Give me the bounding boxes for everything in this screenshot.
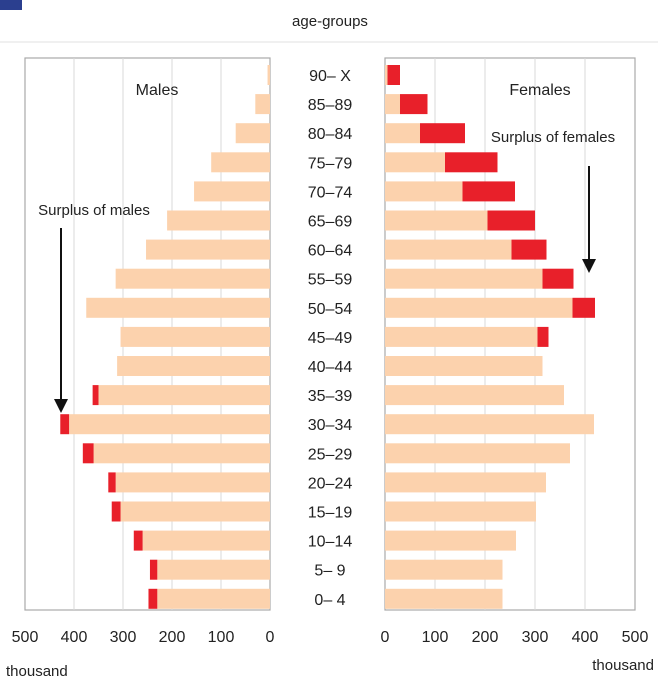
- females-surplus-bar: [420, 123, 465, 144]
- males-surplus-bar: [149, 559, 158, 580]
- females-bar: [385, 268, 543, 289]
- males-bar: [267, 65, 270, 85]
- females-bar: [385, 588, 503, 609]
- females-bar: [385, 559, 503, 580]
- females-surplus-bar: [487, 210, 535, 231]
- females-x-tick-label: 300: [522, 629, 549, 646]
- females-bar: [385, 501, 536, 522]
- females-bar: [385, 94, 400, 115]
- females-bar: [385, 443, 570, 464]
- age-group-label: 65–69: [308, 214, 353, 231]
- females-bar: [385, 385, 564, 406]
- females-surplus-bar: [462, 181, 515, 202]
- females-x-tick-label: 0: [381, 629, 390, 646]
- males-bar: [255, 94, 270, 115]
- females-surplus-bar: [542, 268, 574, 289]
- age-group-label: 85–89: [308, 97, 353, 114]
- males-bar: [167, 210, 270, 231]
- age-group-label: 55–59: [308, 272, 353, 289]
- center-axis-title: age-groups: [292, 13, 368, 30]
- females-x-tick-label: 200: [472, 629, 499, 646]
- males-panel-title: Males: [136, 82, 179, 99]
- females-bar: [385, 356, 543, 376]
- females-bar: [385, 239, 512, 260]
- age-group-label: 90– X: [309, 68, 351, 85]
- males-surplus-bar: [148, 588, 158, 609]
- females-panel-title: Females: [509, 82, 570, 99]
- age-group-label: 5– 9: [314, 563, 345, 580]
- females-x-tick-label: 100: [422, 629, 449, 646]
- females-surplus-bar: [400, 94, 428, 115]
- age-group-label: 45–49: [308, 330, 353, 347]
- age-group-label: 30–34: [308, 417, 353, 434]
- males-bar: [142, 530, 270, 551]
- age-group-label: 80–84: [308, 126, 353, 143]
- males-x-tick-label: 200: [159, 629, 186, 646]
- females-surplus-annotation: Surplus of females: [491, 129, 615, 146]
- males-surplus-annotation: Surplus of males: [38, 202, 150, 219]
- females-surplus-bar: [572, 297, 595, 318]
- males-bar: [115, 472, 271, 493]
- age-group-label: 60–64: [308, 243, 353, 260]
- males-bar: [98, 385, 270, 406]
- age-group-label: 10–14: [308, 534, 353, 551]
- females-bar: [385, 414, 594, 435]
- females-x-tick-label: 500: [622, 629, 649, 646]
- age-group-label: 25–29: [308, 446, 353, 463]
- males-surplus-bar: [108, 472, 116, 493]
- males-x-tick-label: 100: [208, 629, 235, 646]
- males-surplus-bar: [92, 385, 99, 406]
- females-bar: [385, 297, 573, 318]
- females-x-axis-label: thousand: [592, 657, 654, 674]
- males-surplus-bar: [133, 530, 143, 551]
- females-bar: [385, 210, 488, 231]
- females-bar: [385, 152, 445, 173]
- males-bar: [157, 559, 270, 580]
- males-x-tick-label: 0: [266, 629, 275, 646]
- age-group-label: 15–19: [308, 505, 353, 522]
- males-surplus-bar: [60, 414, 70, 435]
- males-bar: [146, 239, 270, 260]
- males-bar: [117, 356, 271, 376]
- males-surplus-bar: [82, 443, 94, 464]
- males-bar: [120, 326, 270, 347]
- males-bar: [86, 297, 270, 318]
- females-surplus-bar: [445, 152, 498, 173]
- females-surplus-bar: [511, 239, 547, 260]
- males-bar: [115, 268, 271, 289]
- males-x-tick-label: 500: [12, 629, 39, 646]
- females-x-tick-label: 400: [572, 629, 599, 646]
- females-bar: [385, 123, 420, 144]
- females-annotation-arrowhead: [582, 259, 596, 273]
- males-x-tick-label: 300: [110, 629, 137, 646]
- females-surplus-bar: [537, 326, 549, 347]
- males-surplus-bar: [111, 501, 121, 522]
- females-bar: [385, 472, 546, 493]
- males-bar: [157, 588, 270, 609]
- age-group-label: 40–44: [308, 359, 353, 376]
- females-bar: [385, 326, 538, 347]
- males-x-axis-label: thousand: [6, 663, 68, 680]
- males-bar: [120, 501, 270, 522]
- age-group-label: 70–74: [308, 184, 353, 201]
- males-bar: [194, 181, 270, 202]
- age-group-label: 50–54: [308, 301, 353, 318]
- females-bar: [385, 530, 516, 551]
- age-group-label: 20–24: [308, 475, 353, 492]
- males-bar: [93, 443, 270, 464]
- females-surplus-bar: [387, 65, 400, 85]
- males-annotation-arrowhead: [54, 399, 68, 413]
- males-x-tick-label: 400: [61, 629, 88, 646]
- age-group-label: 0– 4: [314, 592, 345, 609]
- age-group-label: 75–79: [308, 155, 353, 172]
- males-bar: [69, 414, 270, 435]
- males-bar: [211, 152, 270, 173]
- corner-marker: [0, 0, 22, 10]
- males-bar: [235, 123, 270, 144]
- age-group-label: 35–39: [308, 388, 353, 405]
- females-bar: [385, 181, 463, 202]
- females-bar: [385, 65, 388, 85]
